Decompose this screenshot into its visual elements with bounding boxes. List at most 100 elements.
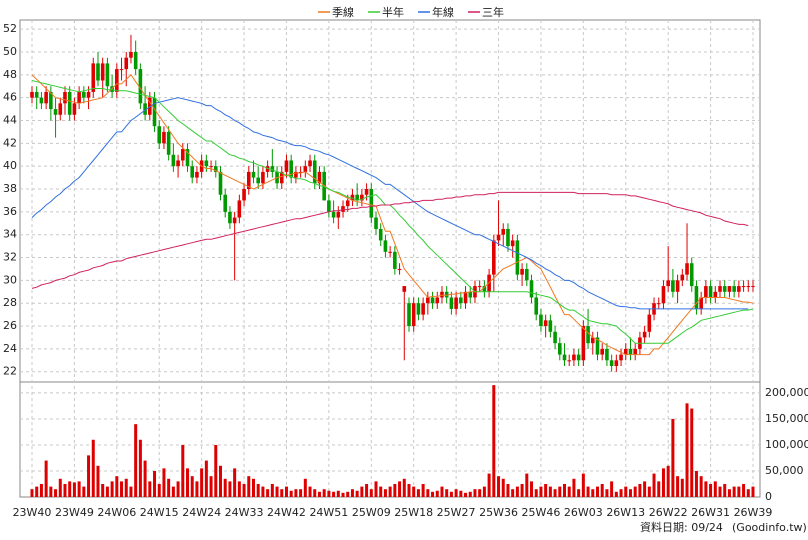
volume-bar — [530, 481, 534, 497]
volume-bar — [383, 489, 387, 497]
volume-bar — [190, 476, 194, 497]
candle-body — [345, 200, 350, 207]
candle-body — [336, 211, 341, 218]
candle-body — [237, 200, 242, 218]
candle-body — [124, 57, 129, 70]
volume-bar — [497, 476, 501, 497]
candle-body — [590, 337, 595, 344]
volume-bar — [610, 481, 614, 497]
candle-body — [77, 91, 81, 104]
ma-line — [31, 97, 749, 310]
candle-body — [261, 171, 265, 184]
volume-bar — [605, 489, 609, 497]
candle-body — [454, 297, 458, 309]
candle-body — [449, 297, 454, 309]
candle-body — [96, 63, 100, 81]
candle-body — [680, 274, 685, 281]
volume-bar — [581, 473, 585, 497]
volume-bar — [242, 483, 246, 497]
candle-body — [529, 280, 534, 298]
volume-bar — [30, 489, 34, 497]
candle-body — [689, 263, 694, 287]
volume-tick-label: 0 — [765, 490, 772, 503]
candle-body — [331, 211, 336, 218]
y-tick-label: 52 — [3, 22, 17, 35]
candle-body — [91, 63, 96, 92]
volume-bar — [426, 489, 430, 497]
candle-body — [656, 303, 661, 305]
volume-bar — [487, 473, 491, 497]
candle-body — [402, 286, 407, 292]
volume-bar — [398, 481, 402, 497]
volume-bar — [58, 478, 62, 497]
candle-body — [553, 331, 557, 344]
volume-bar — [732, 486, 736, 497]
volume-bar — [624, 486, 628, 497]
candle-body — [180, 149, 185, 161]
volume-bar — [120, 481, 124, 497]
volume-bar — [591, 489, 595, 497]
volume-bar — [478, 489, 482, 497]
candle-body — [510, 240, 515, 247]
candle-body — [642, 331, 647, 338]
volume-bar — [454, 489, 458, 497]
candle-body — [421, 303, 425, 315]
volume-bar — [72, 482, 76, 497]
y-tick-label: 26 — [3, 319, 17, 332]
volume-bar — [134, 424, 138, 497]
volume-bar — [101, 483, 105, 497]
candle-body — [58, 103, 63, 115]
volume-bar — [82, 486, 86, 497]
volume-bar — [680, 478, 684, 497]
candle-body — [515, 240, 520, 275]
y-tick-label: 38 — [3, 182, 17, 195]
volume-bar — [322, 489, 326, 497]
volume-bar — [501, 478, 505, 497]
candle-body — [308, 160, 312, 167]
volume-bar — [699, 476, 703, 497]
volume-bar — [369, 489, 373, 497]
candle-body — [581, 326, 586, 361]
legend-label: 年線 — [432, 5, 454, 19]
candle-body — [737, 286, 741, 292]
y-tick-label: 32 — [3, 251, 17, 264]
candle-body — [218, 171, 223, 195]
candle-body — [284, 160, 289, 172]
candle-body — [232, 217, 237, 224]
candle-body — [355, 194, 359, 201]
candle-body — [317, 171, 322, 184]
y-tick-label: 36 — [3, 205, 17, 218]
candle-body — [289, 160, 293, 178]
volume-bar — [746, 489, 750, 497]
volume-bar — [110, 481, 114, 497]
volume-bar — [520, 483, 524, 497]
volume-bar — [200, 468, 204, 497]
candle-body — [157, 126, 162, 144]
volume-bar — [393, 483, 397, 497]
volume-bar — [247, 476, 251, 497]
candle-body — [496, 234, 501, 241]
volume-bar — [143, 460, 147, 497]
x-tick-label: 25W18 — [394, 506, 433, 519]
candle-body — [209, 166, 213, 168]
volume-bar — [284, 486, 288, 497]
candle-body — [548, 320, 553, 332]
volume-bar — [407, 483, 411, 497]
volume-bar — [275, 486, 279, 497]
volume-bar — [214, 444, 218, 497]
y-tick-label: 42 — [3, 136, 17, 149]
candle-body — [713, 291, 718, 298]
volume-bar — [421, 483, 425, 497]
candle-body — [105, 63, 110, 87]
x-tick-label: 25W46 — [522, 506, 561, 519]
y-tick-label: 46 — [3, 91, 17, 104]
candle-body — [595, 337, 600, 355]
volume-bar — [313, 489, 317, 497]
volume-bar — [138, 439, 142, 497]
candle-body — [501, 228, 506, 235]
volume-bar — [35, 486, 39, 497]
volume-bar — [652, 473, 656, 497]
candle-body — [704, 286, 708, 298]
volume-bar — [619, 489, 623, 497]
candle-body — [732, 286, 736, 292]
